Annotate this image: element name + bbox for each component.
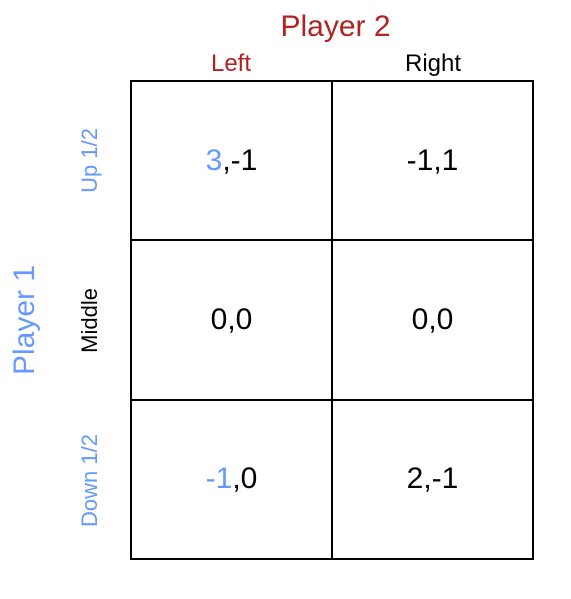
payoff-sep: ,: [423, 462, 431, 495]
payoff-p1: -1: [407, 144, 434, 177]
payoff-p2: 0: [241, 462, 258, 495]
row-label-up: Up 1/2: [50, 80, 130, 240]
payoff-p1: 2: [407, 462, 424, 495]
cell-2-0: -1,0: [131, 400, 332, 559]
row-label-middle-text: Middle: [77, 288, 103, 353]
payoff-sep: ,: [227, 303, 235, 336]
payoff-p2: 1: [442, 144, 459, 177]
cell-1-0: 0,0: [131, 240, 332, 399]
column-headers: Left Right: [130, 50, 534, 78]
payoff-p2: 0: [236, 303, 253, 336]
payoff-p1: -1: [206, 462, 233, 495]
cell-2-1: 2,-1: [332, 400, 533, 559]
player1-title: Player 1: [0, 80, 50, 560]
payoff-sep: ,: [433, 144, 441, 177]
payoff-sep: ,: [222, 144, 230, 177]
payoff-p1: 0: [211, 303, 228, 336]
payoff-p2: -1: [432, 462, 459, 495]
payoff-p2: -1: [231, 144, 258, 177]
cell-0-1: -1,1: [332, 81, 533, 240]
payoff-p1: 3: [206, 144, 223, 177]
payoff-p1: 0: [412, 303, 429, 336]
payoff-sep: ,: [232, 462, 240, 495]
row-label-down: Down 1/2: [50, 400, 130, 560]
row-label-down-text: Down 1/2: [77, 434, 103, 527]
col-header-left: Left: [130, 50, 332, 78]
payoff-sep: ,: [428, 303, 436, 336]
payoff-p2: 0: [437, 303, 454, 336]
cell-1-1: 0,0: [332, 240, 533, 399]
col-header-right: Right: [332, 50, 534, 78]
payoff-grid: 3,-1 -1,1 0,0 0,0 -1,0: [130, 80, 534, 560]
row-label-up-text: Up 1/2: [77, 128, 103, 193]
player2-title: Player 2: [100, 10, 571, 44]
row-label-middle: Middle: [50, 240, 130, 400]
cell-0-0: 3,-1: [131, 81, 332, 240]
row-labels: Up 1/2 Middle Down 1/2: [50, 80, 130, 560]
